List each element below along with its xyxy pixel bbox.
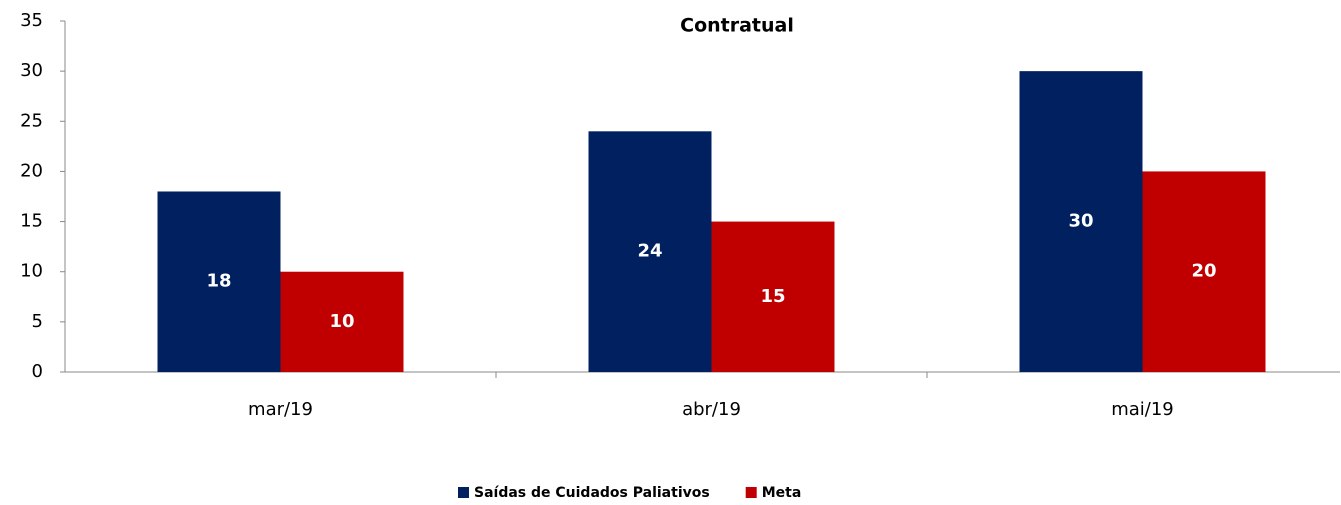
bar <box>280 271 404 372</box>
legend-swatch <box>458 487 469 498</box>
legend-label: Saídas de Cuidados Paliativos <box>474 485 710 501</box>
y-tick-label: 35 <box>20 10 43 31</box>
bar <box>157 191 281 372</box>
bar <box>1019 71 1143 373</box>
value-label: 18 <box>206 271 231 292</box>
chart-title: Contratual <box>680 15 794 37</box>
value-label: 10 <box>329 311 354 332</box>
y-tick-label: 20 <box>20 160 43 181</box>
y-tick-label: 15 <box>20 211 43 232</box>
y-tick-label: 10 <box>20 261 43 282</box>
value-label: 15 <box>760 286 785 307</box>
legend-label: Meta <box>762 485 802 501</box>
y-tick-label: 30 <box>20 60 43 81</box>
x-tick-label: abr/19 <box>682 399 741 420</box>
y-tick-label: 25 <box>20 110 43 131</box>
value-label: 30 <box>1068 211 1093 232</box>
x-tick-label: mar/19 <box>248 399 313 420</box>
value-label: 24 <box>637 241 662 262</box>
value-label: 20 <box>1191 261 1216 282</box>
legend-swatch <box>745 487 757 498</box>
y-tick-label: 0 <box>32 361 43 382</box>
bar <box>711 221 835 372</box>
bar <box>1142 171 1266 372</box>
bar <box>588 131 712 372</box>
y-tick-label: 5 <box>32 311 43 332</box>
x-tick-label: mai/19 <box>1111 399 1174 420</box>
